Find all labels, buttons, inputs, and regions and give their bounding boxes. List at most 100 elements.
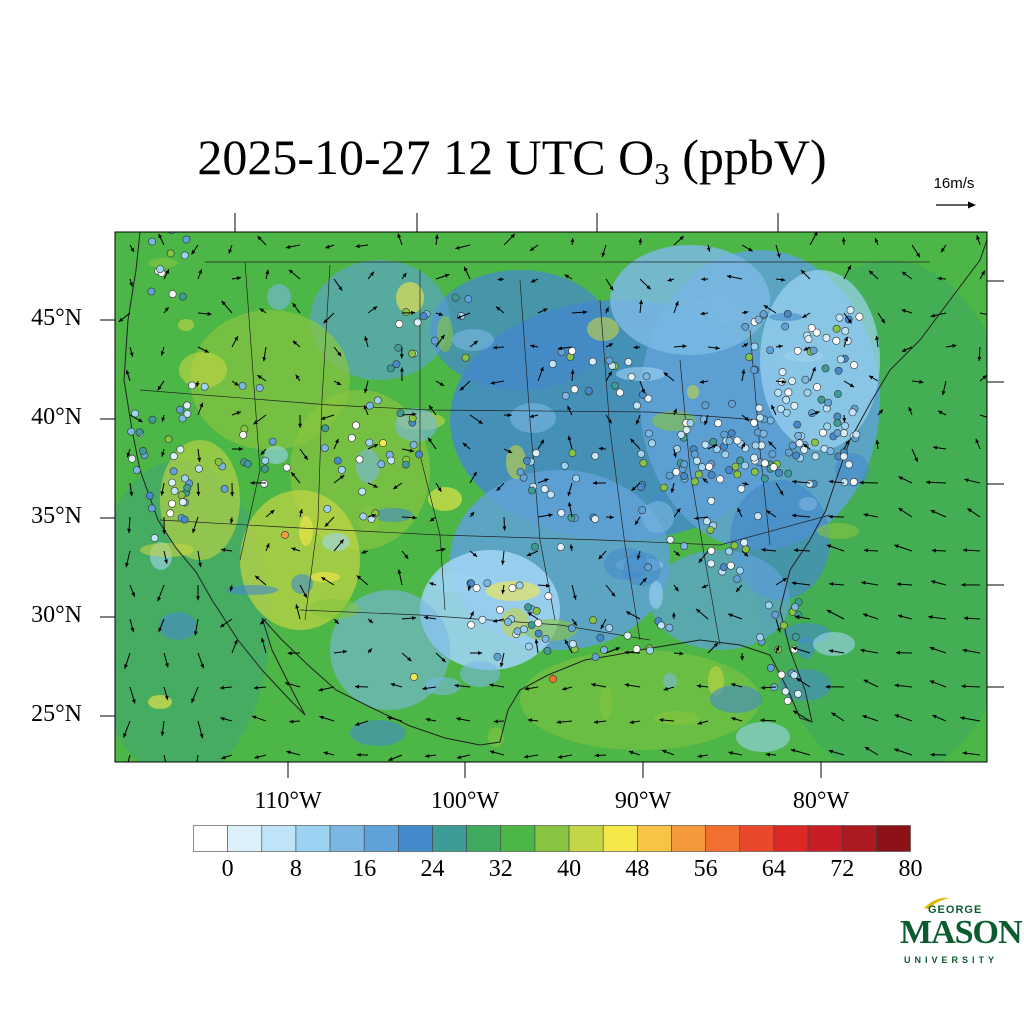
wind-arrow <box>367 443 379 450</box>
wind-arrow <box>197 402 204 416</box>
wind-arrow <box>469 550 478 558</box>
colorbar-tick-label: 32 <box>488 856 513 882</box>
wind-arrow <box>125 369 131 382</box>
monitor-site <box>409 440 418 449</box>
wind-arrow <box>831 712 845 722</box>
ozone-patch <box>779 669 831 701</box>
wind-arrow <box>625 611 641 620</box>
monitor-site <box>605 356 614 365</box>
wind-arrow <box>961 684 981 689</box>
monitor-site <box>759 429 768 438</box>
wind-arrow <box>926 480 947 485</box>
monitor-site <box>832 324 841 333</box>
wind-arrow <box>429 582 437 586</box>
monitor-site <box>793 420 802 429</box>
wind-arrow <box>290 471 301 484</box>
wind-arrow <box>129 618 135 633</box>
monitor-site <box>396 409 405 418</box>
wind-arrow <box>793 548 811 553</box>
monitor-site <box>682 426 691 434</box>
monitor-site <box>200 382 209 391</box>
wind-arrow <box>897 614 913 620</box>
wind-arrow <box>802 443 811 450</box>
wind-arrow <box>591 682 607 688</box>
wind-arrow <box>160 346 165 356</box>
monitor-site <box>766 416 775 425</box>
monitor-site <box>178 498 187 506</box>
monitor-site <box>591 653 600 661</box>
wind-arrow <box>673 448 677 458</box>
monitor-site <box>750 453 759 462</box>
wind-arrow <box>701 584 709 589</box>
wind-arrow <box>118 312 131 323</box>
wind-arrow <box>191 686 199 703</box>
monitor-site <box>379 439 387 447</box>
monitor-site <box>392 360 401 369</box>
wind-arrow <box>843 336 849 348</box>
wind-arrow <box>401 310 416 315</box>
wind-arrow <box>196 754 199 762</box>
wind-arrow <box>392 482 403 490</box>
monitor-site <box>754 512 762 521</box>
wind-arrow <box>605 278 614 291</box>
monitor-site <box>534 629 543 638</box>
monitor-site <box>782 395 790 404</box>
wind-arrow <box>802 312 811 319</box>
wind-arrow <box>197 346 210 353</box>
wind-arrow <box>221 754 233 760</box>
wind-arrow <box>503 233 516 246</box>
monitor-site <box>596 633 605 642</box>
ozone-patch <box>687 385 699 399</box>
colorbar-bin <box>671 825 706 852</box>
wind-arrow <box>435 547 446 552</box>
wind-arrow <box>220 685 233 690</box>
monitor-site <box>833 418 842 427</box>
wind-arrow <box>298 414 303 428</box>
logo-swoosh-icon <box>924 897 950 909</box>
monitor-site <box>623 631 632 640</box>
monitor-site <box>516 468 525 476</box>
map-ticks <box>100 213 1004 778</box>
monitor-site <box>764 601 773 610</box>
colorbar-bin <box>807 825 843 852</box>
ozone-patch <box>642 501 674 533</box>
wind-arrow <box>157 380 165 391</box>
colorbar-tick-label: 0 <box>221 856 234 882</box>
wind-arrow <box>557 346 573 351</box>
wind-arrow <box>257 235 267 246</box>
monitor-site <box>750 342 759 351</box>
wind-arrow <box>741 414 750 422</box>
monitor-site <box>648 439 656 448</box>
monitor-site <box>707 496 716 505</box>
monitor-site <box>395 320 404 328</box>
wind-arrow <box>707 444 718 450</box>
wind-arrow <box>639 380 645 394</box>
monitor-site <box>181 474 189 483</box>
monitor-site <box>803 388 812 397</box>
monitor-site <box>750 467 759 476</box>
monitor-site <box>766 346 774 354</box>
monitor-site <box>147 504 156 513</box>
wind-arrow <box>388 754 403 761</box>
monitor-site <box>657 621 666 630</box>
map-frame <box>114 231 988 763</box>
wind-arrow <box>259 618 267 625</box>
wind-arrow <box>731 717 743 722</box>
wind-arrow <box>463 266 471 280</box>
monitor-site <box>832 336 841 345</box>
colorbar-tick-label: 56 <box>693 856 718 882</box>
monitor-site <box>561 391 570 400</box>
wind-arrow <box>697 720 709 725</box>
monitor-site <box>750 366 759 374</box>
wind-arrow <box>557 754 573 759</box>
monitor-site <box>145 491 154 500</box>
wind-arrow <box>741 481 749 486</box>
wind-arrow <box>792 710 811 722</box>
wind-arrow <box>790 748 811 756</box>
monitor-site <box>637 483 645 491</box>
wind-arrow <box>741 550 749 557</box>
monitor-site <box>546 490 555 499</box>
wind-arrow <box>567 502 573 518</box>
ozone-patch <box>178 319 194 331</box>
monitor-site <box>508 584 517 592</box>
